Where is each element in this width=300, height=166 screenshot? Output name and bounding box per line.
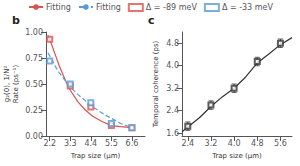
- svg-text:4.8: 4.8: [251, 139, 264, 148]
- svg-text:Δ = -33 meV: Δ = -33 meV: [222, 3, 274, 12]
- svg-text:2.2: 2.2: [43, 139, 56, 148]
- svg-text:4.0: 4.0: [166, 61, 179, 70]
- svg-text:Temporal coherence (ps): Temporal coherence (ps): [152, 40, 160, 128]
- svg-text:0.50: 0.50: [25, 80, 43, 89]
- svg-text:6.6: 6.6: [126, 139, 139, 148]
- svg-text:1.6: 1.6: [166, 129, 179, 138]
- svg-text:Δ = -89 meV: Δ = -89 meV: [146, 3, 198, 12]
- svg-text:0.00: 0.00: [25, 132, 43, 141]
- svg-text:3.2: 3.2: [205, 139, 218, 148]
- svg-text:2.4: 2.4: [181, 139, 194, 148]
- svg-text:4.8: 4.8: [166, 39, 179, 48]
- svg-text:0.75: 0.75: [25, 54, 43, 63]
- svg-text:2.4: 2.4: [166, 106, 179, 115]
- svg-text:c: c: [148, 14, 155, 27]
- svg-text:Fitting: Fitting: [96, 3, 121, 12]
- svg-text:Trap size (μm): Trap size (μm): [70, 152, 121, 160]
- svg-text:Trap size (μm): Trap size (μm): [211, 152, 262, 160]
- svg-text:g₂(0), 1/N²: g₂(0), 1/N²: [3, 66, 11, 103]
- svg-text:Rate (ps⁻¹): Rate (ps⁻¹): [12, 65, 20, 104]
- svg-text:1.00: 1.00: [25, 28, 43, 37]
- svg-text:5.6: 5.6: [274, 139, 287, 148]
- svg-text:3.2: 3.2: [166, 84, 179, 93]
- svg-text:5.5: 5.5: [105, 139, 118, 148]
- svg-text:Fitting: Fitting: [46, 3, 71, 12]
- svg-text:0.25: 0.25: [25, 106, 43, 115]
- svg-text:4.4: 4.4: [84, 139, 97, 148]
- svg-text:3.3: 3.3: [64, 139, 77, 148]
- svg-text:b: b: [12, 14, 20, 27]
- svg-text:4.0: 4.0: [228, 139, 241, 148]
